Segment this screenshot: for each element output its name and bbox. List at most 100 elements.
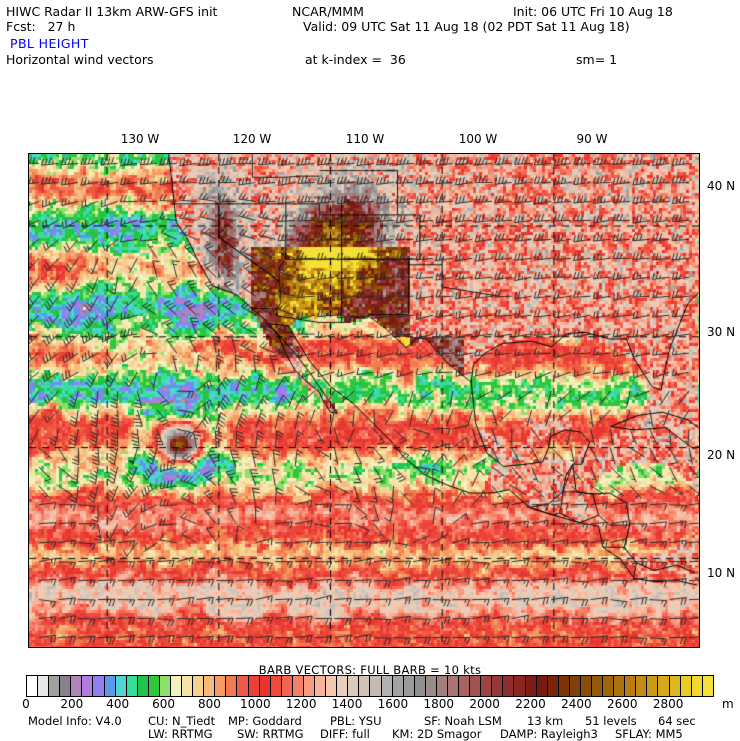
footer-item: KM: 2D Smagor: [392, 727, 482, 741]
lat-tick-label: 10 N: [707, 566, 736, 580]
footer-item: 13 km: [527, 714, 564, 728]
colorbar-tick: 2600: [606, 697, 638, 711]
colorbar-swatch: [259, 676, 271, 696]
colorbar-swatch: [237, 676, 249, 696]
colorbar-swatch: [49, 676, 61, 696]
colorbar-swatch: [492, 676, 504, 696]
colorbar-tick-labels: 0 200 400 600 800 1000 1200 1400 1600 1800 2000 220…: [22, 697, 714, 713]
colorbar-swatch: [71, 676, 83, 696]
colorbar-swatch: [425, 676, 437, 696]
colorbar-swatch: [171, 676, 183, 696]
colorbar-swatch: [93, 676, 105, 696]
lat-tick-label: 40 N: [707, 179, 736, 193]
colorbar-swatch: [525, 676, 537, 696]
colorbar-swatch: [614, 676, 626, 696]
colorbar-swatch: [669, 676, 681, 696]
footer-item: SF: Noah LSM: [424, 714, 502, 728]
k-index-label: at k-index = 36: [305, 52, 406, 67]
colorbar-swatch: [315, 676, 327, 696]
model-title: HIWC Radar II 13km ARW-GFS init: [6, 4, 218, 19]
colorbar-swatch: [326, 676, 338, 696]
colorbar-tick: 2200: [515, 697, 546, 711]
lon-tick-label: 100 W: [458, 132, 498, 146]
colorbar-tick: 2000: [469, 697, 500, 711]
overlay-label: Horizontal wind vectors: [6, 52, 154, 67]
colorbar-swatch: [226, 676, 238, 696]
colorbar-swatch: [680, 676, 692, 696]
colorbar-swatch: [691, 676, 703, 696]
colorbar-swatch: [370, 676, 382, 696]
colorbar-unit: m: [722, 697, 734, 711]
colorbar-swatch: [436, 676, 448, 696]
colorbar-swatch: [82, 676, 94, 696]
footer-block: Model Info: V4.0 CU: N_Tiedt MP: Goddard PB…: [0, 714, 740, 741]
colorbar-swatches: [26, 675, 714, 697]
colorbar-swatch: [414, 676, 426, 696]
colorbar-swatch: [60, 676, 72, 696]
colorbar-swatch: [348, 676, 360, 696]
colorbar-swatch: [658, 676, 670, 696]
colorbar-swatch: [215, 676, 227, 696]
colorbar-tick: 600: [152, 697, 176, 711]
colorbar-tick: 1800: [423, 697, 455, 711]
field-name: PBL HEIGHT: [10, 36, 89, 51]
colorbar-swatch: [647, 676, 659, 696]
colorbar-swatch: [547, 676, 559, 696]
lat-tick-label: 20 N: [707, 448, 736, 462]
footer-item: DIFF: full: [320, 727, 370, 741]
lon-tick-label: 110 W: [345, 132, 385, 146]
colorbar-swatch: [359, 676, 371, 696]
colorbar-tick: 1200: [285, 697, 317, 711]
footer-item: 51 levels: [585, 714, 637, 728]
colorbar-swatch: [591, 676, 604, 696]
footer-item: Model Info: V4.0: [28, 714, 122, 728]
colorbar-swatch: [159, 676, 172, 696]
colorbar-swatch: [503, 676, 515, 696]
valid-time: Valid: 09 UTC Sat 11 Aug 18 (02 PDT Sat …: [303, 19, 630, 34]
colorbar-swatch: [104, 676, 116, 696]
init-time: Init: 06 UTC Fri 10 Aug 18: [513, 4, 673, 19]
lat-tick-label: 30 N: [707, 325, 736, 339]
colorbar-swatch: [447, 676, 460, 696]
colorbar-swatch: [292, 676, 304, 696]
colorbar-swatch: [281, 676, 293, 696]
colorbar: [26, 675, 714, 697]
colorbar-swatch: [270, 676, 282, 696]
colorbar-swatch: [38, 676, 50, 696]
colorbar-tick: 200: [60, 697, 84, 711]
barb-legend-note: BARB VECTORS: FULL BARB = 10 kts: [258, 663, 482, 677]
smoothing-label: sm= 1: [576, 52, 618, 67]
colorbar-swatch: [137, 676, 149, 696]
colorbar-tick: 1400: [331, 697, 363, 711]
colorbar-tick: 0: [22, 697, 30, 711]
colorbar-swatch: [381, 676, 393, 696]
colorbar-swatch: [459, 676, 471, 696]
colorbar-tick: 800: [198, 697, 221, 711]
colorbar-swatch: [514, 676, 526, 696]
colorbar-swatch: [470, 676, 482, 696]
colorbar-swatch: [248, 676, 260, 696]
footer-item: CU: N_Tiedt: [148, 714, 216, 728]
colorbar-swatch: [569, 676, 581, 696]
lon-tick-label: 130 W: [120, 132, 160, 146]
header-block: HIWC Radar II 13km ARW-GFS init NCAR/MMM…: [0, 0, 740, 72]
colorbar-tick: 2800: [652, 697, 684, 711]
colorbar-tick: 1600: [377, 697, 409, 711]
forecast-hour: Fcst: 27 h: [6, 19, 76, 34]
lon-tick-label: 120 W: [232, 132, 272, 146]
footer-item: DAMP: Rayleigh3: [500, 727, 598, 741]
colorbar-swatch: [204, 676, 216, 696]
colorbar-swatch: [337, 676, 349, 696]
colorbar-swatch: [115, 676, 127, 696]
colorbar-swatch: [603, 676, 615, 696]
colorbar-tick: 1000: [240, 697, 271, 711]
colorbar-swatch: [536, 676, 548, 696]
lon-tick-label: 90 W: [576, 132, 608, 146]
colorbar-swatch: [481, 676, 493, 696]
colorbar-swatch: [558, 676, 570, 696]
colorbar-swatch: [702, 676, 713, 696]
footer-item: MP: Goddard: [228, 714, 302, 728]
colorbar-swatch: [126, 676, 138, 696]
colorbar-swatch: [625, 676, 637, 696]
footer-item: LW: RRTMG: [148, 727, 213, 741]
